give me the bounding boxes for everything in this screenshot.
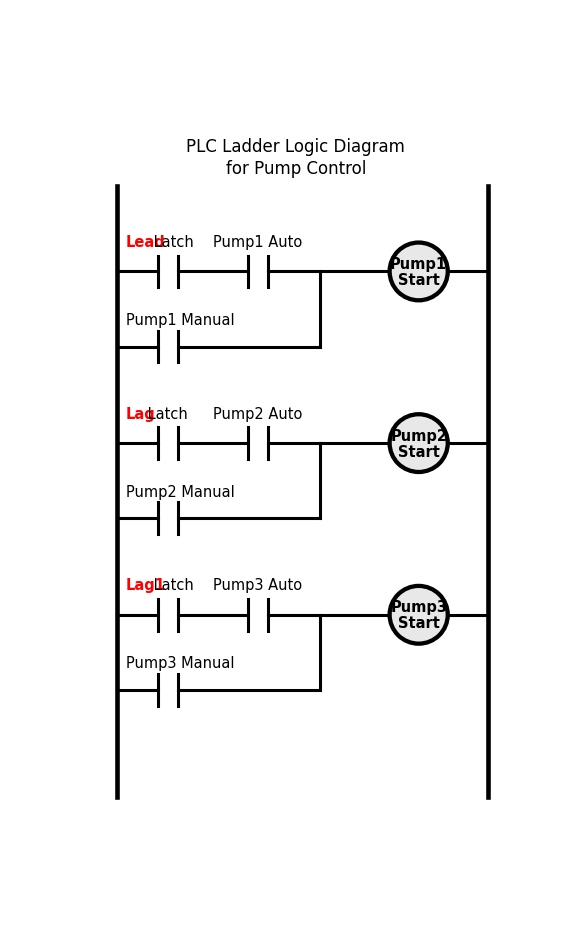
Text: PLC Ladder Logic Diagram: PLC Ladder Logic Diagram bbox=[186, 138, 405, 156]
Text: Latch: Latch bbox=[143, 406, 188, 421]
Ellipse shape bbox=[389, 586, 448, 644]
Text: for Pump Control: for Pump Control bbox=[226, 160, 366, 177]
Text: Start: Start bbox=[398, 273, 440, 288]
Text: Lag1: Lag1 bbox=[126, 577, 166, 593]
Text: Latch: Latch bbox=[149, 235, 194, 250]
Text: Start: Start bbox=[398, 445, 440, 459]
Text: Pump3: Pump3 bbox=[390, 599, 447, 614]
Ellipse shape bbox=[389, 415, 448, 472]
Text: Pump2 Manual: Pump2 Manual bbox=[126, 484, 234, 499]
Text: Pump2: Pump2 bbox=[390, 428, 447, 443]
Text: Pump3 Manual: Pump3 Manual bbox=[126, 655, 234, 671]
Text: Pump1 Manual: Pump1 Manual bbox=[126, 313, 234, 328]
Text: Pump3 Auto: Pump3 Auto bbox=[213, 577, 302, 593]
Text: Latch: Latch bbox=[149, 577, 194, 593]
Text: Lead: Lead bbox=[126, 235, 166, 250]
Text: Pump1: Pump1 bbox=[390, 256, 447, 272]
Text: Pump1 Auto: Pump1 Auto bbox=[213, 235, 302, 250]
Text: Lag: Lag bbox=[126, 406, 156, 421]
Ellipse shape bbox=[389, 243, 448, 301]
Text: Start: Start bbox=[398, 615, 440, 631]
Text: Pump2 Auto: Pump2 Auto bbox=[213, 406, 302, 421]
